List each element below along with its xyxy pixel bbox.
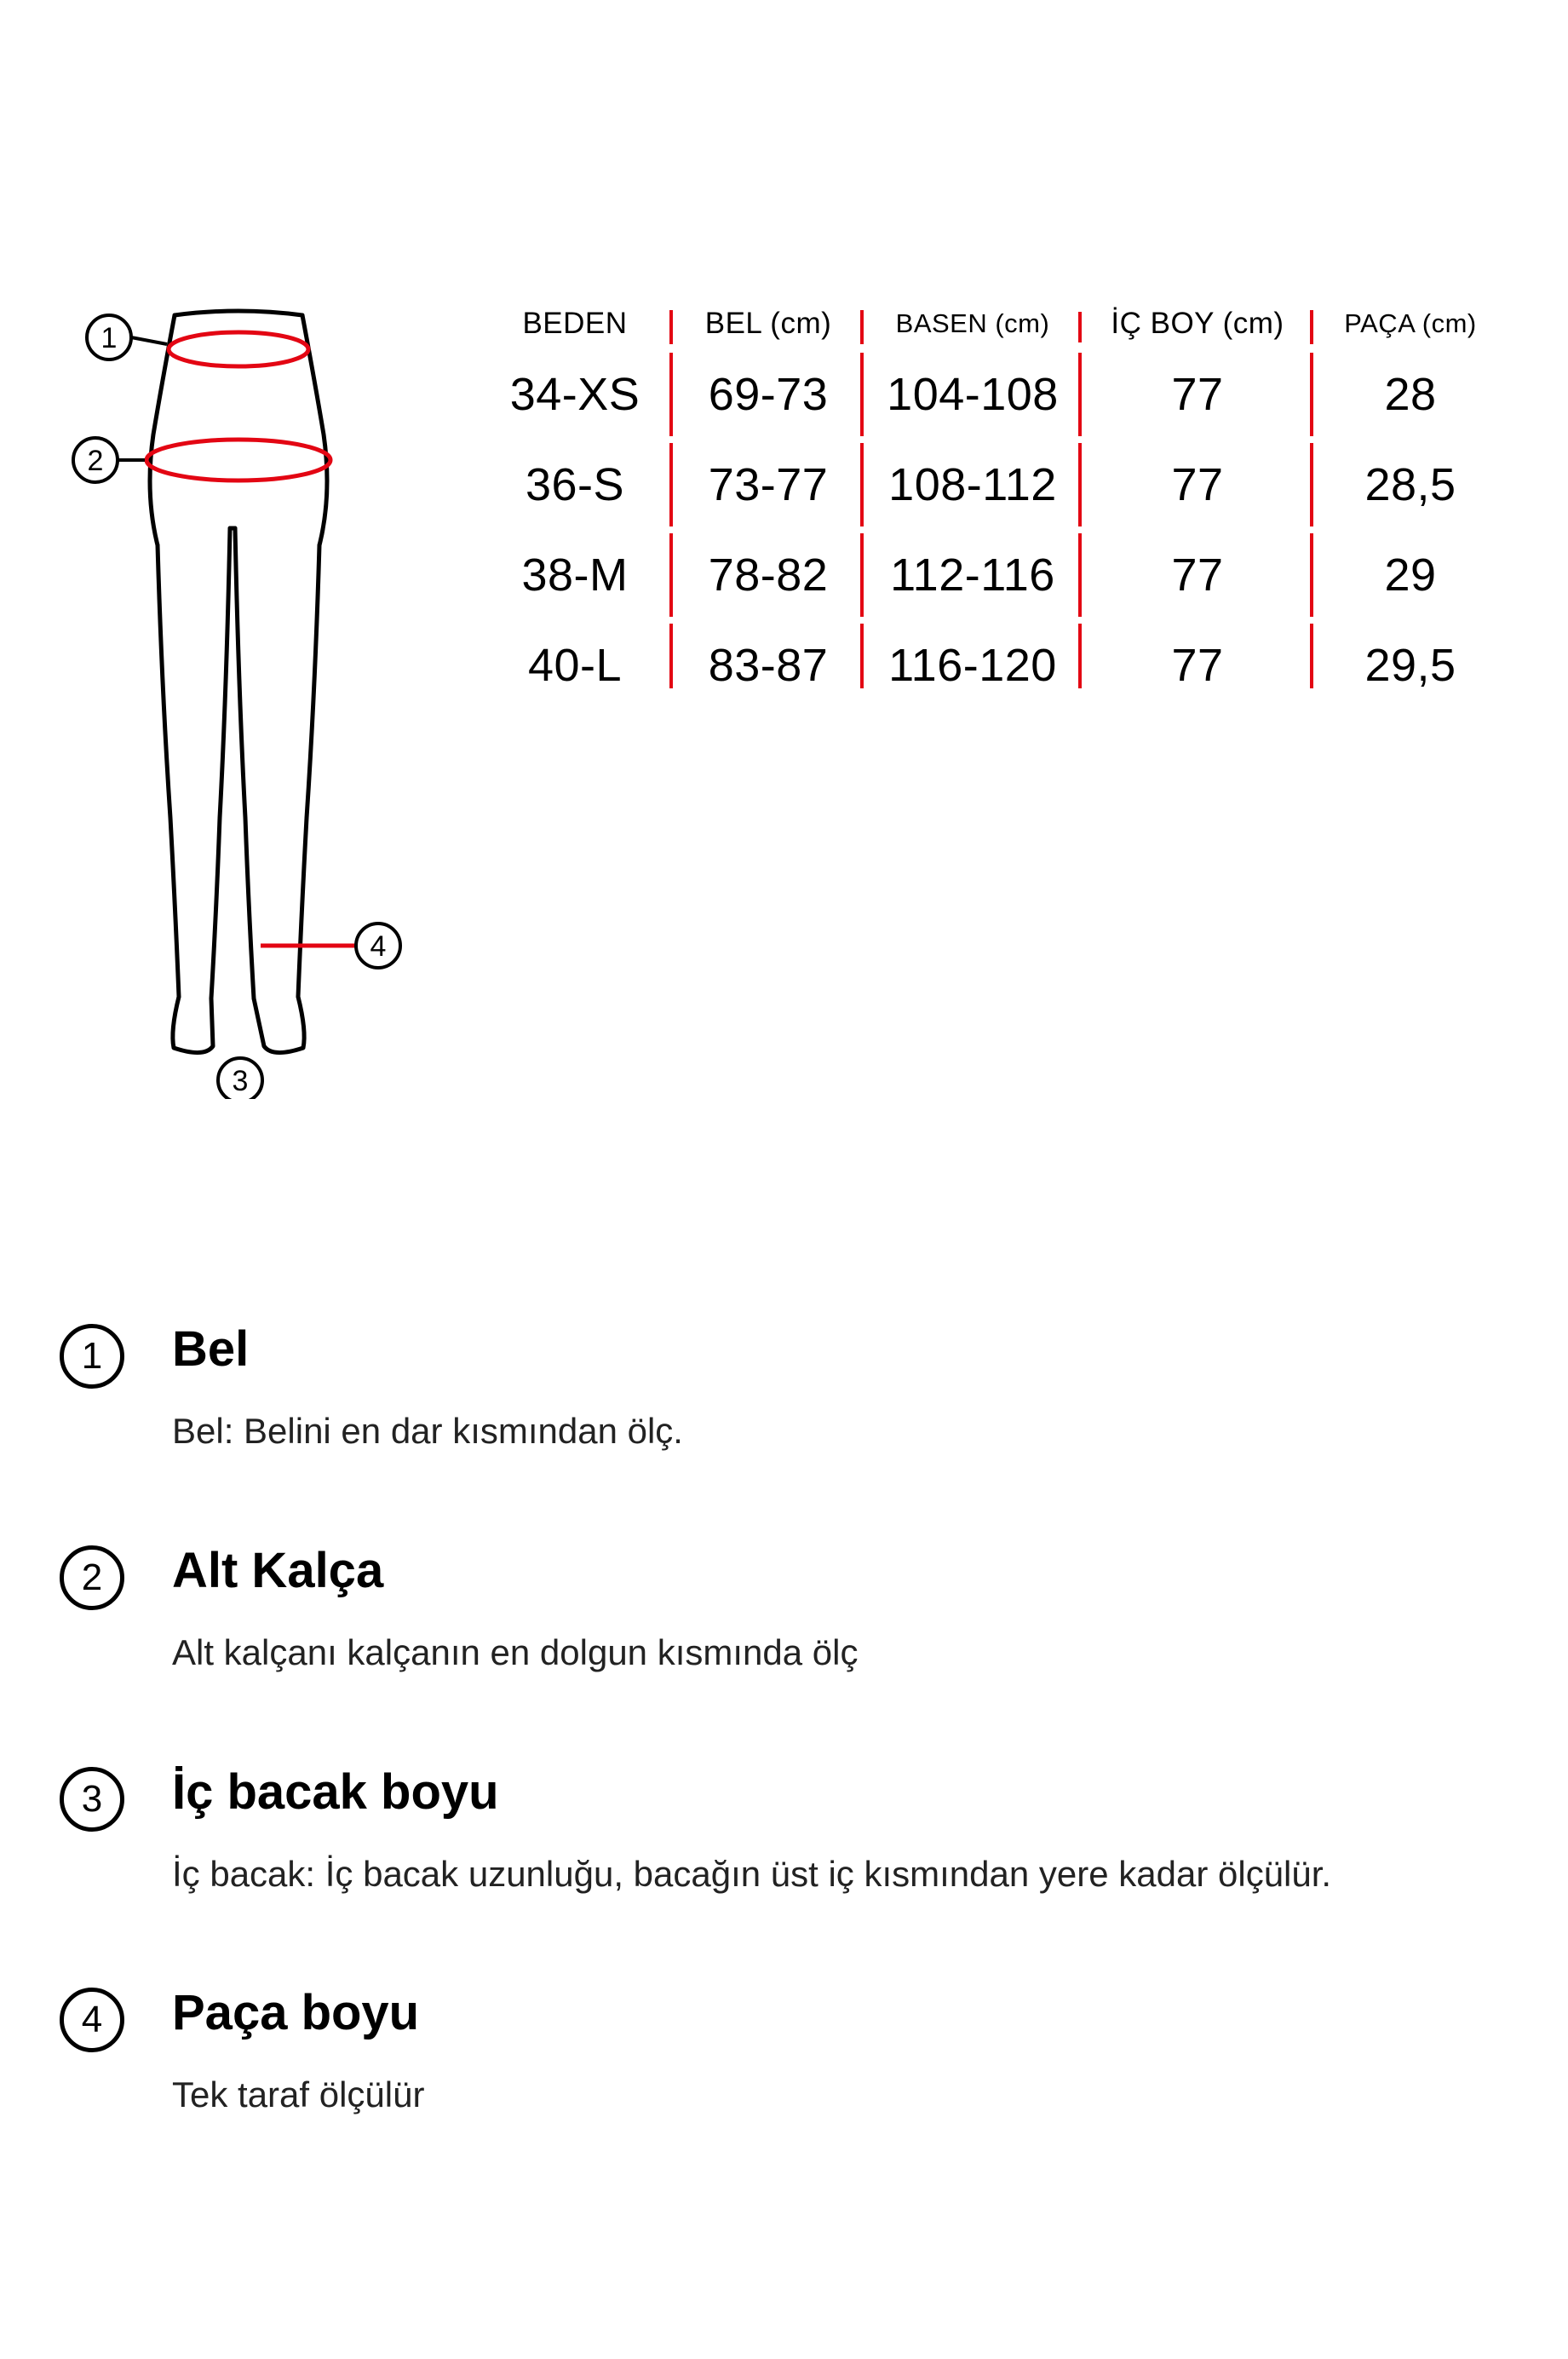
cell-basen: 116-120 <box>864 639 1082 692</box>
legend-text: Alt Kalça Alt kalçanı kalçanın en dolgun… <box>172 1542 858 1678</box>
legend-item-bel: 1 Bel Bel: Belini en dar kısmından ölç. <box>60 1320 1508 1457</box>
legend-num-3: 3 <box>60 1767 124 1832</box>
legend-num-4: 4 <box>60 1988 124 2052</box>
legend-title: Alt Kalça <box>172 1542 858 1599</box>
legend-desc: İç bacak: İç bacak uzunluğu, bacağın üst… <box>172 1850 1331 1900</box>
col-header-paca: PAÇA (cm) <box>1313 308 1508 339</box>
body-diagram: 1 2 3 4 <box>60 290 434 1099</box>
legend-desc: Bel: Belini en dar kısmından ölç. <box>172 1407 683 1457</box>
legend-title: Paça boyu <box>172 1984 424 2041</box>
cell-icboy: 77 <box>1082 458 1313 511</box>
col-header-basen: BASEN (cm) <box>864 308 1082 339</box>
legend-title: Bel <box>172 1320 683 1378</box>
cell-paca: 28 <box>1313 368 1508 421</box>
size-guide-page: 1 2 3 4 BEDEN BEL (cm) BASEN (cm) İÇ BOY… <box>0 0 1568 2359</box>
col-header-bel: BEL (cm) <box>673 307 864 341</box>
cell-beden: 40-L <box>477 639 673 692</box>
table-row: 40-L 83-87 116-120 77 29,5 <box>477 620 1508 711</box>
cell-bel: 73-77 <box>673 458 864 511</box>
legend-num-2: 2 <box>60 1545 124 1610</box>
cell-basen: 108-112 <box>864 458 1082 511</box>
cell-beden: 36-S <box>477 458 673 511</box>
cell-paca: 29,5 <box>1313 639 1508 692</box>
cell-basen: 112-116 <box>864 549 1082 601</box>
legend-text: Bel Bel: Belini en dar kısmından ölç. <box>172 1320 683 1457</box>
legend: 1 Bel Bel: Belini en dar kısmından ölç. … <box>60 1320 1508 2120</box>
table-row: 36-S 73-77 108-112 77 28,5 <box>477 440 1508 530</box>
cell-bel: 78-82 <box>673 549 864 601</box>
legend-title: İç bacak boyu <box>172 1763 1331 1821</box>
cell-icboy: 77 <box>1082 368 1313 421</box>
col-header-beden: BEDEN <box>477 307 673 341</box>
diagram-label-3: 3 <box>233 1065 249 1097</box>
diagram-label-2: 2 <box>88 445 104 477</box>
legend-text: Paça boyu Tek taraf ölçülür <box>172 1984 424 2120</box>
table-header-row: BEDEN BEL (cm) BASEN (cm) İÇ BOY (cm) PA… <box>477 298 1508 349</box>
cell-beden: 34-XS <box>477 368 673 421</box>
legend-num-1: 1 <box>60 1324 124 1389</box>
cell-basen: 104-108 <box>864 368 1082 421</box>
top-section: 1 2 3 4 BEDEN BEL (cm) BASEN (cm) İÇ BOY… <box>60 290 1508 1099</box>
diagram-label-1: 1 <box>101 322 118 354</box>
cell-beden: 38-M <box>477 549 673 601</box>
legend-desc: Alt kalçanı kalçanın en dolgun kısmında … <box>172 1628 858 1678</box>
legend-text: İç bacak boyu İç bacak: İç bacak uzunluğ… <box>172 1763 1331 1900</box>
cell-icboy: 77 <box>1082 549 1313 601</box>
cell-bel: 69-73 <box>673 368 864 421</box>
legend-item-alt-kalca: 2 Alt Kalça Alt kalçanı kalçanın en dolg… <box>60 1542 1508 1678</box>
cell-bel: 83-87 <box>673 639 864 692</box>
diagram-label-4: 4 <box>370 930 387 963</box>
cell-paca: 29 <box>1313 549 1508 601</box>
cell-icboy: 77 <box>1082 639 1313 692</box>
legend-desc: Tek taraf ölçülür <box>172 2070 424 2120</box>
table-row: 34-XS 69-73 104-108 77 28 <box>477 349 1508 440</box>
legend-item-ic-bacak: 3 İç bacak boyu İç bacak: İç bacak uzunl… <box>60 1763 1508 1900</box>
size-table: BEDEN BEL (cm) BASEN (cm) İÇ BOY (cm) PA… <box>477 298 1508 711</box>
cell-paca: 28,5 <box>1313 458 1508 511</box>
table-row: 38-M 78-82 112-116 77 29 <box>477 530 1508 620</box>
legend-item-paca: 4 Paça boyu Tek taraf ölçülür <box>60 1984 1508 2120</box>
col-header-icboy: İÇ BOY (cm) <box>1082 307 1313 341</box>
